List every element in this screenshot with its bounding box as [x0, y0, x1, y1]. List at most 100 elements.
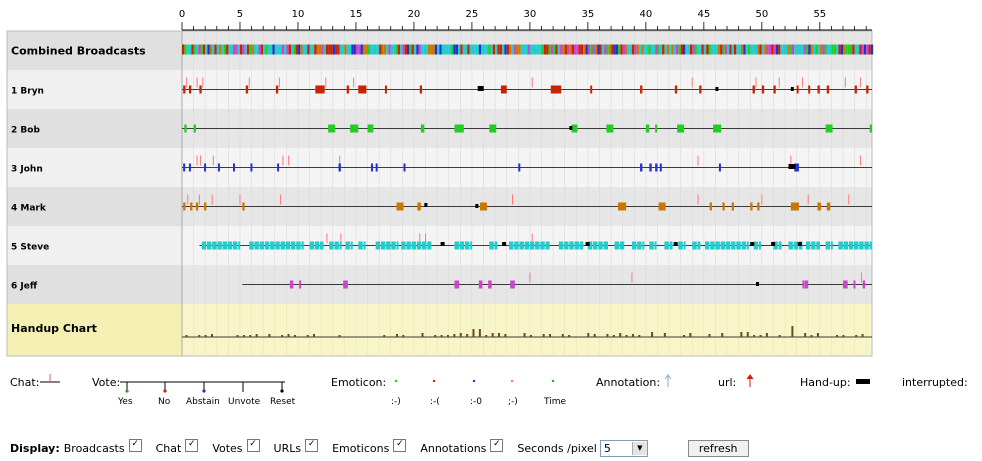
combined-broadcast-block — [534, 44, 537, 55]
broadcast-block — [790, 202, 799, 211]
refresh-button[interactable]: refresh — [687, 440, 749, 457]
combined-broadcast-block — [720, 44, 723, 55]
combined-broadcast-block — [553, 44, 556, 55]
combined-broadcast-block — [650, 44, 653, 55]
emoticons-checkbox[interactable]: ✓ — [393, 439, 407, 452]
handup-mark — [569, 126, 573, 130]
broadcast-block — [422, 241, 427, 250]
combined-broadcast-block — [226, 44, 229, 55]
combined-broadcast-block — [604, 44, 607, 55]
broadcast-block — [188, 85, 192, 94]
broadcast-block — [545, 241, 550, 250]
combined-broadcast-block — [539, 44, 542, 55]
urls-checkbox[interactable]: ✓ — [305, 439, 319, 452]
broadcast-block — [736, 241, 741, 250]
chat-checkbox[interactable]: ✓ — [185, 439, 199, 452]
handup-mark — [502, 242, 507, 246]
broadcast-block — [817, 85, 820, 94]
display-label: Display: — [10, 442, 60, 455]
broadcast-block — [794, 163, 799, 172]
combined-broadcast-block — [567, 44, 570, 55]
combined-broadcast-block — [597, 44, 600, 55]
combined-broadcast-block — [662, 44, 665, 55]
combined-broadcast-block — [717, 44, 721, 55]
annotations-checkbox[interactable]: ✓ — [490, 439, 504, 452]
handup-bar — [682, 335, 685, 337]
row-label-cell — [7, 109, 182, 148]
combined-broadcast-block — [395, 44, 398, 55]
combined-broadcast-block — [402, 44, 405, 55]
handup-bar — [434, 335, 437, 337]
broadcast-block — [183, 163, 186, 172]
handup-bar — [663, 333, 666, 337]
combined-broadcast-block — [638, 44, 642, 55]
combined-broadcast-block — [198, 44, 201, 55]
handup-bar — [446, 335, 449, 337]
combined-broadcast-block — [727, 44, 730, 55]
combined-broadcast-block — [548, 44, 551, 55]
combined-broadcast-block — [569, 44, 572, 55]
handup-bar — [440, 335, 443, 337]
broadcast-block — [558, 241, 564, 250]
combined-broadcast-block — [504, 44, 507, 55]
combined-broadcast-block — [678, 44, 681, 55]
broadcast-block — [788, 241, 793, 250]
combined-broadcast-block — [766, 44, 769, 55]
combined-broadcast-block — [529, 44, 533, 55]
combined-broadcast-block — [796, 44, 799, 55]
broadcast-block — [614, 241, 619, 250]
combined-broadcast-block — [740, 44, 744, 55]
combined-broadcast-block — [585, 44, 588, 55]
broadcast-block — [699, 85, 702, 94]
broadcast-block — [183, 85, 186, 94]
broadcast-block — [606, 124, 614, 133]
combined-broadcast-block — [369, 44, 373, 55]
broadcast-block — [245, 85, 249, 94]
emoticon-surprise-label: :-0 — [470, 397, 483, 407]
broadcast-block — [509, 241, 514, 250]
combined-broadcast-block — [441, 44, 445, 55]
combined-broadcast-block — [451, 44, 454, 55]
combined-broadcast-block — [838, 44, 841, 55]
broadcast-block — [640, 85, 643, 94]
vote-unvote-label: Unvote — [228, 397, 261, 407]
combined-broadcast-block — [583, 44, 586, 55]
combined-broadcast-block — [502, 44, 505, 55]
broadcast-block — [529, 241, 535, 250]
combined-broadcast-block — [734, 44, 737, 55]
combined-broadcast-block — [353, 44, 356, 55]
combined-broadcast-block — [256, 44, 259, 55]
combined-broadcast-block — [870, 44, 874, 55]
seconds-per-pixel-select[interactable]: 5 ▼ — [599, 440, 648, 457]
broadcasts-checkbox[interactable]: ✓ — [128, 439, 142, 452]
axis-tick-label: 55 — [813, 9, 826, 20]
combined-broadcast-block — [263, 44, 266, 55]
handup-bar — [198, 335, 201, 337]
broadcast-block — [411, 241, 417, 250]
combined-broadcast-block — [620, 44, 623, 55]
broadcast-block — [375, 241, 381, 250]
broadcast-block — [350, 241, 353, 250]
combined-broadcast-block — [710, 44, 714, 55]
handup-mark — [756, 282, 760, 286]
combined-broadcast-block — [618, 44, 621, 55]
broadcast-block — [401, 241, 406, 250]
combined-broadcast-block — [270, 44, 273, 55]
broadcast-block — [329, 241, 334, 250]
handup-bar — [293, 335, 296, 337]
broadcast-block — [655, 163, 658, 172]
combined-broadcast-block — [764, 44, 767, 55]
row-label: 5 Steve — [11, 243, 49, 253]
broadcast-block — [826, 202, 831, 211]
votes-checkbox[interactable]: ✓ — [246, 439, 260, 452]
combined-broadcast-block — [527, 44, 530, 55]
broadcast-block — [854, 241, 859, 250]
broadcast-block — [314, 241, 320, 250]
handup-bar — [638, 335, 641, 337]
combined-broadcast-block — [474, 44, 477, 55]
combined-broadcast-block — [543, 44, 547, 55]
combined-broadcast-block — [233, 44, 236, 55]
combined-broadcast-block — [701, 44, 704, 55]
combined-broadcast-block — [594, 44, 598, 55]
broadcast-block — [669, 241, 673, 250]
